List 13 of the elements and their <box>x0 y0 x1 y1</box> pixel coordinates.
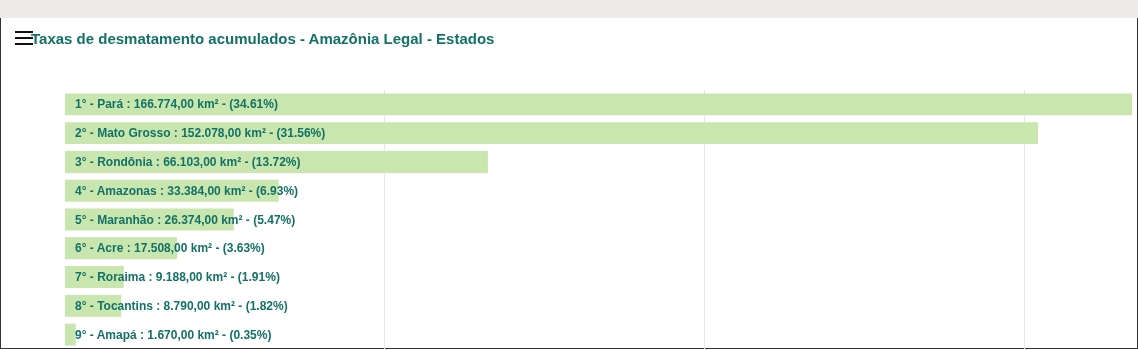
bar <box>65 323 76 346</box>
bar <box>65 93 1132 116</box>
data-label: 4° - Amazonas : 33.384,00 km² - (6.93%) <box>75 184 299 198</box>
data-label: 1° - Pará : 166.774,00 km² - (34.61%) <box>75 97 278 111</box>
data-label: 7° - Roraima : 9.188,00 km² - (1.91%) <box>75 270 280 284</box>
data-label: 3° - Rondônia : 66.103,00 km² - (13.72%) <box>75 155 301 169</box>
data-label: 9° - Amapá : 1.670,00 km² - (0.35%) <box>75 328 272 342</box>
data-label: 8° - Tocantins : 8.790,00 km² - (1.82%) <box>75 299 288 313</box>
bar <box>65 122 1038 145</box>
data-label: 5° - Maranhão : 26.374,00 km² - (5.47%) <box>75 213 296 227</box>
data-label: 2° - Mato Grosso : 152.078,00 km² - (31.56%) <box>75 126 326 140</box>
data-label: 6° - Acre : 17.508,00 km² - (3.63%) <box>75 241 265 255</box>
chart-title: Taxas de desmatamento acumulados - Amazônia Legal - Estados <box>31 30 495 47</box>
